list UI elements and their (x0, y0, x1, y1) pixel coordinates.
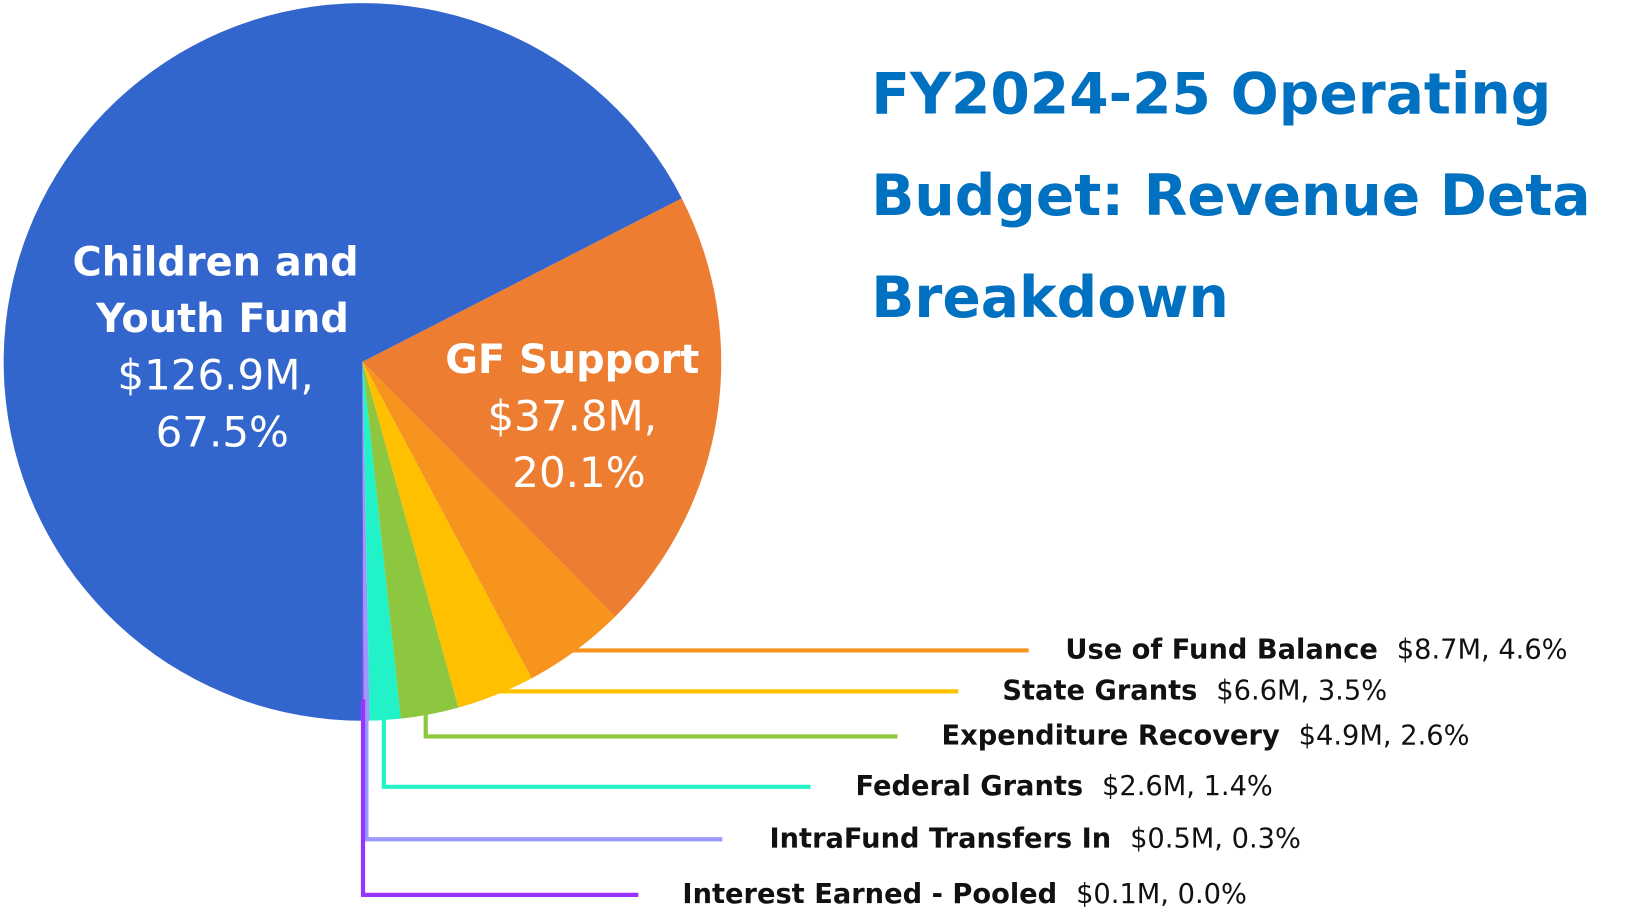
pie-slice (362, 361, 401, 721)
label: IntraFund Transfers In $0.5M, 0.3% (769, 823, 1300, 854)
value-label: $8.7M, 4.6% (1397, 634, 1568, 665)
category-label: Children and Youth Fund (72, 239, 358, 342)
leader-line (485, 675, 959, 694)
leader-line (360, 699, 639, 897)
pie-slice (362, 361, 459, 719)
label: Interest Earned - Pooled $0.1M, 0.0% (682, 878, 1247, 909)
label: Expenditure Recovery $4.9M, 2.6% (942, 720, 1470, 751)
category-label: Expenditure Recovery (942, 720, 1280, 751)
value-label: $4.9M, 2.6% (1299, 720, 1470, 751)
leader-line (560, 633, 1029, 653)
category-label: IntraFund Transfers In (769, 823, 1111, 854)
leader-line (381, 698, 811, 789)
label: Use of Fund Balance $8.7M, 4.6% (1065, 634, 1567, 665)
value-label: $6.6M, 3.5% (1216, 675, 1387, 706)
category-label: Federal Grants (856, 770, 1084, 801)
pie-slice (362, 361, 370, 721)
leader-line (364, 699, 723, 842)
label: State Grants $6.6M, 3.5% (1002, 675, 1387, 706)
pie-slice (362, 361, 616, 679)
chart-title: FY2024-25 Operating (871, 61, 1551, 127)
category-label: Use of Fund Balance (1065, 634, 1378, 665)
category-label: Interest Earned - Pooled (682, 878, 1057, 909)
chart-title: Breakdown (871, 265, 1229, 331)
value-label: $126.9M, 67.5% (117, 350, 313, 456)
pie-slice (362, 198, 722, 617)
value-label: $0.5M, 0.3% (1130, 823, 1301, 854)
value-label: $0.1M, 0.0% (1076, 878, 1247, 909)
category-label: State Grants (1002, 675, 1197, 706)
pie-slice (3, 3, 682, 721)
value-label: $2.6M, 1.4% (1102, 770, 1273, 801)
pie-slice (362, 361, 532, 708)
category-label: GF Support (445, 336, 699, 382)
chart-title: Budget: Revenue Deta (871, 163, 1590, 229)
label: Federal Grants $2.6M, 1.4% (856, 770, 1273, 801)
leader-line (423, 693, 898, 739)
value-label: $37.8M, 20.1% (487, 391, 657, 497)
